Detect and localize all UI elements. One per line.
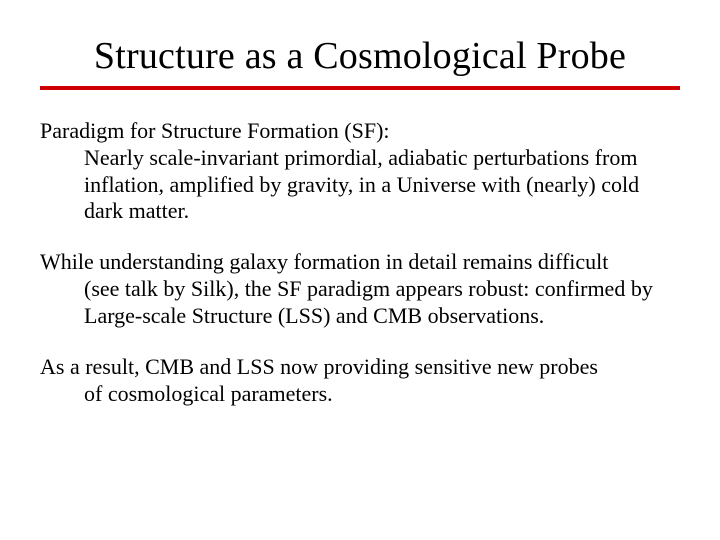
slide-body: Paradigm for Structure Formation (SF): N… [40, 118, 680, 407]
paragraph-3-lead: As a result, CMB and LSS now providing s… [40, 354, 680, 381]
paragraph-2-indent: (see talk by Silk), the SF paradigm appe… [40, 276, 680, 330]
paragraph-2-lead: While understanding galaxy formation in … [40, 249, 680, 276]
paragraph-3-indent: of cosmological parameters. [40, 381, 680, 408]
paragraph-1-lead: Paradigm for Structure Formation (SF): [40, 118, 680, 145]
slide: Structure as a Cosmological Probe Paradi… [0, 0, 720, 540]
paragraph-1-indent: Nearly scale-invariant primordial, adiab… [40, 145, 680, 225]
paragraph-1: Paradigm for Structure Formation (SF): N… [40, 118, 680, 225]
slide-title: Structure as a Cosmological Probe [40, 34, 680, 78]
paragraph-2: While understanding galaxy formation in … [40, 249, 680, 329]
paragraph-3: As a result, CMB and LSS now providing s… [40, 354, 680, 408]
title-underline [40, 86, 680, 90]
